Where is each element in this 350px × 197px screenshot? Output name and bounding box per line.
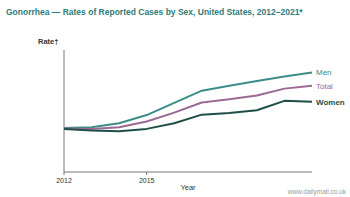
background (0, 0, 350, 197)
series-labels: Men Total Women (316, 68, 345, 106)
y-axis-label: Rate† (38, 37, 58, 46)
x-axis-line (64, 172, 312, 173)
y-axis-line (64, 50, 65, 172)
legend-entry: Men (316, 68, 332, 77)
plot-area (64, 72, 312, 131)
chart: Gonorrhea — Rates of Reported Cases by S… (0, 0, 350, 197)
series-line (64, 101, 312, 132)
title: Gonorrhea — Rates of Reported Cases by S… (6, 7, 303, 17)
x-tick-label: 2015 (139, 177, 155, 184)
watermark: www.dailymail.co.uk (287, 188, 347, 196)
series-line (64, 86, 312, 129)
x-tick (64, 172, 65, 175)
x-axis-label: Year (180, 183, 196, 192)
legend-entry: Total (316, 82, 333, 91)
legend-entry: Women (316, 98, 345, 107)
x-tick (146, 172, 147, 175)
x-tick-label: 2012 (56, 177, 72, 184)
